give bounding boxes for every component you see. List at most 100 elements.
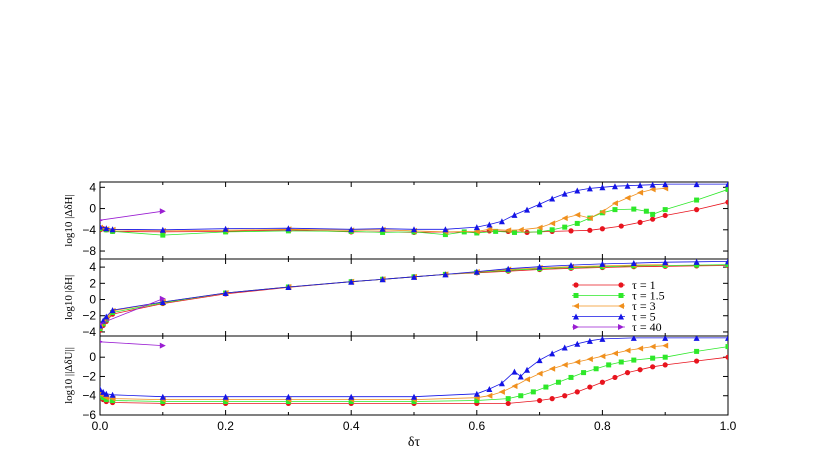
data-point bbox=[524, 206, 531, 213]
data-point bbox=[505, 227, 512, 234]
data-point bbox=[562, 224, 568, 230]
y-axis-label: log10 |δH| bbox=[63, 275, 75, 320]
data-point bbox=[473, 390, 480, 397]
data-point bbox=[103, 390, 110, 397]
data-point bbox=[599, 226, 606, 232]
data-point bbox=[662, 336, 669, 341]
data-point bbox=[694, 358, 700, 364]
data-point bbox=[100, 218, 103, 222]
data-point bbox=[100, 385, 103, 392]
data-point bbox=[611, 200, 618, 207]
x-tick-label: 0.0 bbox=[92, 419, 109, 433]
data-point bbox=[637, 219, 643, 225]
data-point bbox=[109, 307, 116, 314]
data-point bbox=[110, 398, 116, 404]
data-point bbox=[543, 384, 549, 390]
legend-entry: τ = 40 bbox=[572, 320, 662, 334]
data-point bbox=[618, 223, 624, 229]
data-point bbox=[442, 226, 449, 233]
data-point bbox=[694, 197, 700, 203]
data-point bbox=[662, 354, 668, 360]
data-point bbox=[442, 232, 448, 238]
data-point bbox=[631, 206, 637, 212]
data-point bbox=[549, 227, 555, 233]
data-point bbox=[505, 396, 511, 402]
data-point bbox=[486, 226, 493, 233]
data-point bbox=[574, 359, 581, 366]
series-line bbox=[100, 345, 666, 401]
legend-entry: τ = 5 bbox=[572, 310, 656, 324]
data-point bbox=[662, 207, 668, 213]
panel-3: 0 −2 −4 −6 log10 ||ΔδU|| bbox=[63, 335, 729, 422]
y-tick-label: 4 bbox=[89, 180, 96, 194]
y-tick-label: 4 bbox=[89, 260, 96, 274]
data-point bbox=[285, 283, 292, 290]
data-point bbox=[442, 271, 449, 278]
data-point bbox=[599, 260, 606, 267]
data-point bbox=[599, 208, 606, 215]
data-point bbox=[574, 211, 581, 218]
panel-frame bbox=[99, 181, 729, 260]
data-point bbox=[549, 365, 556, 372]
data-point bbox=[587, 227, 593, 233]
data-point bbox=[160, 399, 166, 405]
data-point bbox=[631, 357, 637, 363]
data-point bbox=[474, 398, 480, 404]
data-point bbox=[159, 342, 166, 349]
data-point bbox=[380, 229, 386, 235]
data-point bbox=[586, 356, 593, 363]
series-group bbox=[100, 182, 728, 238]
data-point bbox=[593, 366, 599, 372]
y-tick-label: −6 bbox=[82, 408, 96, 422]
legend-marker bbox=[573, 313, 579, 320]
data-point bbox=[618, 359, 624, 365]
x-tick-label: 0.6 bbox=[468, 419, 485, 433]
data-point bbox=[586, 337, 593, 344]
series-4 bbox=[100, 259, 728, 329]
y-tick-label: 0 bbox=[89, 350, 96, 364]
data-point bbox=[159, 393, 166, 400]
data-point bbox=[587, 384, 593, 390]
legend: τ = 1τ = 1.5τ = 3τ = 5τ = 40 bbox=[572, 278, 665, 334]
data-point bbox=[549, 195, 556, 202]
data-point bbox=[473, 268, 480, 275]
data-point bbox=[486, 221, 493, 228]
data-point bbox=[561, 215, 568, 222]
data-point bbox=[100, 395, 106, 401]
y-tick-label: 0 bbox=[89, 202, 96, 216]
data-point bbox=[223, 229, 229, 235]
y-tick-label: −4 bbox=[82, 389, 96, 403]
data-point bbox=[536, 201, 543, 208]
data-point bbox=[473, 224, 480, 231]
data-point bbox=[285, 399, 291, 405]
data-point bbox=[662, 362, 668, 368]
data-point bbox=[561, 344, 568, 351]
data-point bbox=[599, 184, 606, 191]
data-point bbox=[285, 225, 292, 232]
data-point bbox=[486, 385, 493, 392]
data-point bbox=[549, 396, 555, 402]
y-tick-label: −2 bbox=[82, 369, 96, 383]
data-point bbox=[637, 182, 644, 189]
data-point bbox=[537, 397, 543, 404]
data-point bbox=[725, 259, 728, 265]
data-point bbox=[725, 186, 728, 192]
data-point bbox=[100, 388, 107, 395]
data-point bbox=[103, 317, 109, 323]
panel-2: 4 2 0 −2 −4 log10 |δH| bbox=[63, 258, 729, 339]
y-tick-label: 0 bbox=[89, 293, 96, 307]
data-point bbox=[159, 226, 166, 233]
data-point bbox=[536, 263, 543, 270]
series-line bbox=[100, 337, 728, 398]
data-point bbox=[599, 336, 606, 342]
data-point bbox=[411, 399, 417, 405]
data-point bbox=[505, 400, 511, 407]
data-point bbox=[725, 336, 728, 341]
series-group bbox=[100, 259, 728, 333]
legend-marker bbox=[618, 303, 624, 309]
series-2 bbox=[100, 344, 728, 405]
series-line bbox=[100, 261, 728, 326]
data-point bbox=[694, 348, 700, 354]
series-line bbox=[100, 183, 728, 231]
